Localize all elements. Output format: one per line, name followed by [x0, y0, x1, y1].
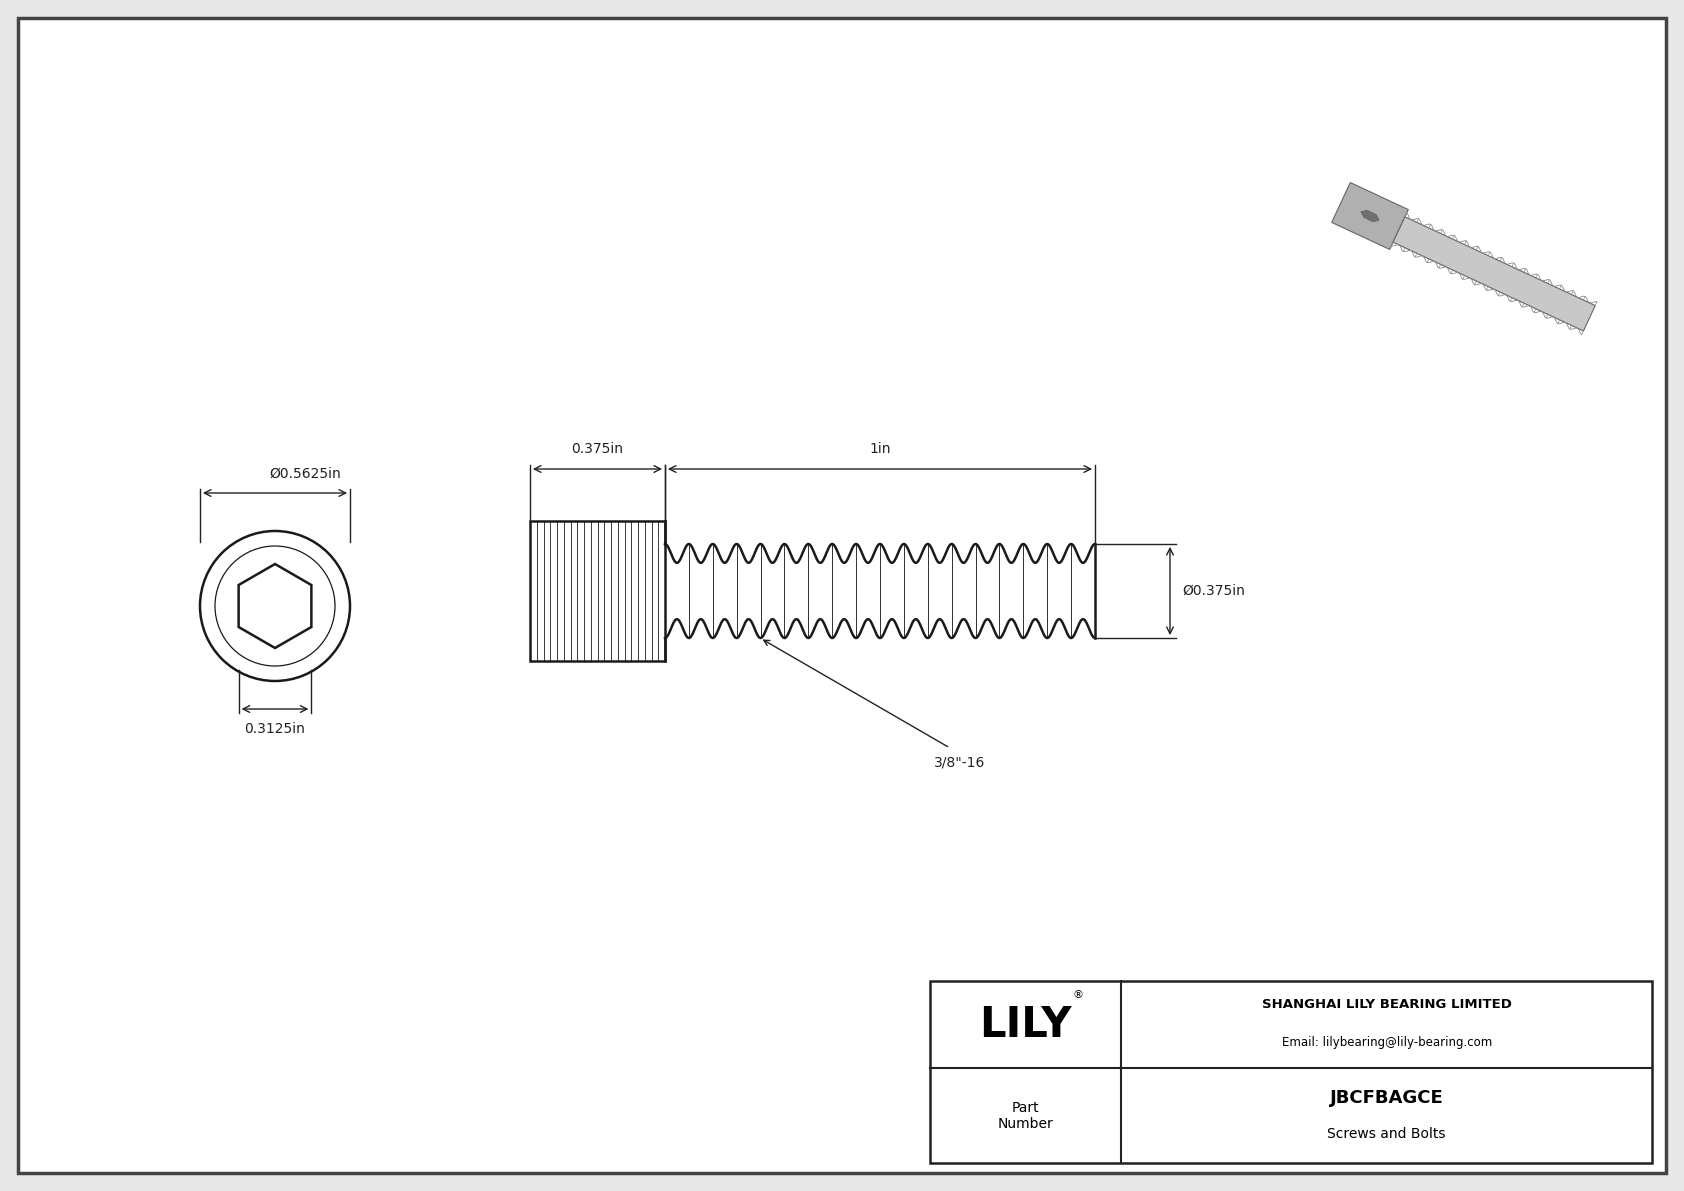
Text: 1in: 1in	[869, 442, 891, 456]
Text: JBCFBAGCE: JBCFBAGCE	[1330, 1089, 1443, 1106]
Text: Ø0.5625in: Ø0.5625in	[269, 467, 340, 481]
Text: LILY: LILY	[980, 1004, 1073, 1046]
Text: Email: lilybearing@lily-bearing.com: Email: lilybearing@lily-bearing.com	[1282, 1036, 1492, 1049]
Bar	[530, 520, 665, 661]
Text: 3/8"-16: 3/8"-16	[935, 756, 985, 771]
Polygon shape	[1393, 217, 1595, 331]
Text: ®: ®	[1073, 990, 1083, 999]
Text: Part
Number: Part Number	[999, 1100, 1054, 1130]
Text: 0.3125in: 0.3125in	[244, 722, 305, 736]
Text: 0.375in: 0.375in	[571, 442, 623, 456]
Polygon shape	[1332, 182, 1408, 249]
Text: Ø0.375in: Ø0.375in	[1182, 584, 1244, 598]
Text: Screws and Bolts: Screws and Bolts	[1327, 1127, 1447, 1141]
Text: SHANGHAI LILY BEARING LIMITED: SHANGHAI LILY BEARING LIMITED	[1261, 998, 1512, 1011]
Polygon shape	[1361, 211, 1379, 222]
Bar	[930, 981, 1652, 1162]
